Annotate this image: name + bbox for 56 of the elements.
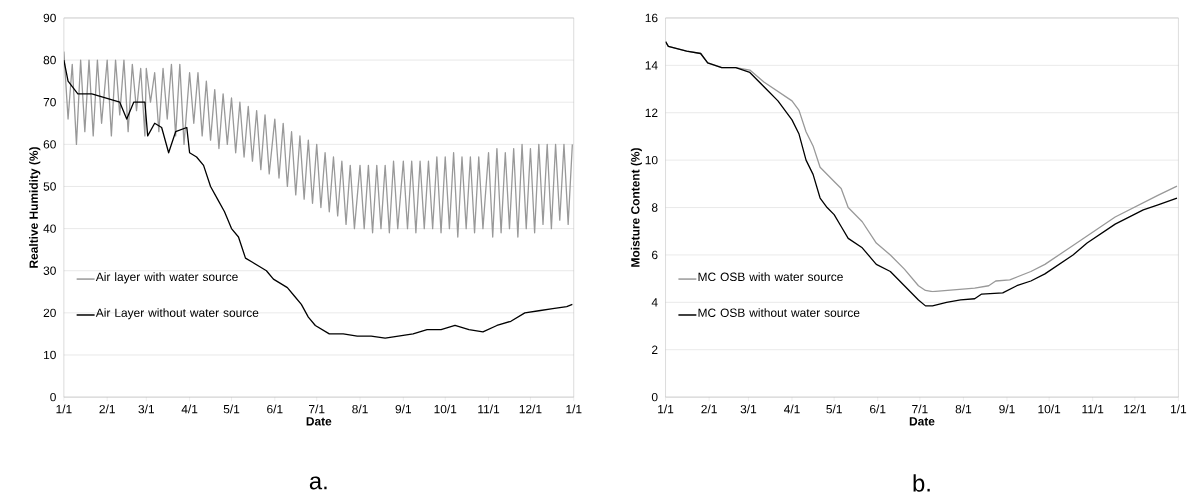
y-tick-label: 20 xyxy=(43,308,56,318)
y-tick-label: 0 xyxy=(651,392,658,402)
y-tick-label: 14 xyxy=(645,61,658,70)
x-tick-label: 10/1 xyxy=(1038,404,1061,414)
legend-label: Air Layer without water source xyxy=(95,308,259,320)
text: a. xyxy=(309,476,327,490)
legend-label: MC OSB without water source xyxy=(698,308,860,318)
x-tick-label: 12/1 xyxy=(1124,404,1146,414)
y-axis-title: Moisture Content (%) xyxy=(630,148,642,267)
x-tick-label: 7/1 xyxy=(912,404,928,414)
y-tick-label: 50 xyxy=(43,182,56,191)
x-tick-label: 4/1 xyxy=(783,404,800,414)
x-tick-label: 2/1 xyxy=(99,404,115,414)
x-tick-label: 1/1 xyxy=(658,404,674,414)
line-series xyxy=(63,51,573,238)
y-tick-label: 80 xyxy=(43,55,56,65)
x-tick-label: 4/1 xyxy=(181,404,198,414)
y-axis-title: Realtive Humidity (%) xyxy=(29,147,41,268)
x-tick-label: 10/1 xyxy=(434,404,457,414)
x-tick-label: 9/1 xyxy=(999,404,1015,414)
y-tick-label: 10 xyxy=(645,155,658,165)
x-tick-label: 1/1 xyxy=(566,404,582,414)
y-tick-label: 8 xyxy=(651,203,658,212)
y-tick-label: 0 xyxy=(50,392,56,402)
y-tick-label: 40 xyxy=(43,224,56,233)
y-tick-label: 4 xyxy=(651,298,658,307)
y-tick-label: 70 xyxy=(43,98,56,107)
y-tick-label: 90 xyxy=(43,13,56,23)
y-tick-label: 16 xyxy=(645,13,658,23)
x-tick-label: 3/1 xyxy=(138,404,154,414)
y-tick-label: 12 xyxy=(645,108,658,117)
y-tick-label: 30 xyxy=(43,266,56,276)
x-tick-label: 6/1 xyxy=(267,404,283,414)
y-tick-label: 10 xyxy=(44,350,56,360)
x-tick-label: 1/1 xyxy=(56,404,72,414)
x-tick-label: 8/1 xyxy=(352,404,368,414)
x-tick-label: 2/1 xyxy=(701,404,717,414)
x-tick-label: 12/1 xyxy=(519,404,542,414)
x-tick-label: 11/1 xyxy=(478,404,500,414)
x-tick-label: 3/1 xyxy=(740,404,757,414)
x-axis-title: Date xyxy=(306,417,332,426)
legend-label: MC OSB with water source xyxy=(698,272,843,282)
y-tick-label: 6 xyxy=(652,250,658,260)
x-tick-label: 7/1 xyxy=(309,404,325,414)
x-tick-label: 5/1 xyxy=(826,404,842,414)
text: b. xyxy=(913,474,930,492)
legend-label: Air layer with water source xyxy=(95,272,238,284)
x-axis-title: Date xyxy=(909,417,935,426)
y-tick-label: 2 xyxy=(651,345,658,354)
x-tick-label: 1/1 xyxy=(1171,404,1187,414)
x-tick-label: 11/1 xyxy=(1082,404,1104,414)
y-tick-label: 60 xyxy=(43,140,56,149)
x-tick-label: 9/1 xyxy=(395,404,412,414)
x-tick-label: 5/1 xyxy=(223,404,240,414)
x-tick-label: 6/1 xyxy=(870,404,886,414)
x-tick-label: 8/1 xyxy=(955,404,972,414)
